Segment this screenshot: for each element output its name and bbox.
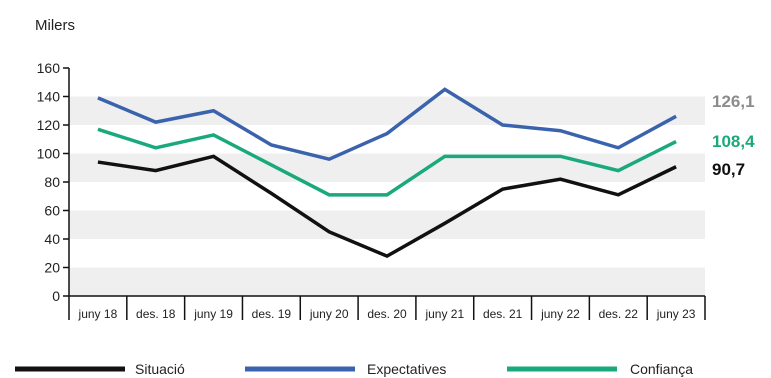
y-tick-label: 140 <box>37 89 61 105</box>
grid-band <box>69 210 705 239</box>
x-tick-label: juny 22 <box>540 307 580 321</box>
y-tick-label: 60 <box>44 203 60 219</box>
grid-band <box>69 153 705 182</box>
x-tick-label: juny 23 <box>656 307 696 321</box>
grid-band <box>69 267 705 296</box>
x-tick-label: juny 18 <box>78 307 118 321</box>
y-tick-label: 80 <box>44 174 60 190</box>
y-tick-label: 160 <box>37 60 61 76</box>
axes <box>68 68 705 297</box>
end-labels: 90,7 126,1 108,4 <box>712 92 755 179</box>
series-line <box>97 127 677 197</box>
x-tick-label: des. 18 <box>136 307 176 321</box>
x-tick-label: des. 22 <box>599 307 639 321</box>
x-tick-label: des. 21 <box>483 307 523 321</box>
y-axis-ticks: 0 20 40 60 80 100 120 140 160 <box>37 60 69 304</box>
x-tick-label: juny 20 <box>309 307 349 321</box>
y-tick-label: 100 <box>37 146 61 162</box>
end-value-label: 90,7 <box>712 160 745 179</box>
x-tick-label: des. 20 <box>367 307 407 321</box>
legend-label: Situació <box>135 361 185 377</box>
y-tick-label: 0 <box>52 288 60 304</box>
series-line <box>97 87 677 162</box>
legend-label: Expectatives <box>367 361 446 377</box>
y-tick-label: 40 <box>44 231 60 247</box>
end-value-label: 108,4 <box>712 132 755 151</box>
series-lines <box>97 87 677 259</box>
y-tick-label: 20 <box>44 260 60 276</box>
legend-label: Confiança <box>630 361 693 377</box>
x-axis-ticks: juny 18 des. 18 juny 19 des. 19 juny 20 des. … <box>68 296 706 321</box>
series-line <box>97 154 677 259</box>
end-value-label: 126,1 <box>712 92 755 111</box>
unit-label: Milers <box>35 17 75 34</box>
y-tick-label: 120 <box>37 117 61 133</box>
x-tick-label: des. 19 <box>252 307 292 321</box>
x-tick-label: juny 21 <box>424 307 464 321</box>
x-tick-label: juny 19 <box>193 307 233 321</box>
legend: Situació Expectatives Confiança <box>15 361 693 377</box>
grid-band <box>69 96 705 125</box>
grid-bands <box>69 96 705 296</box>
